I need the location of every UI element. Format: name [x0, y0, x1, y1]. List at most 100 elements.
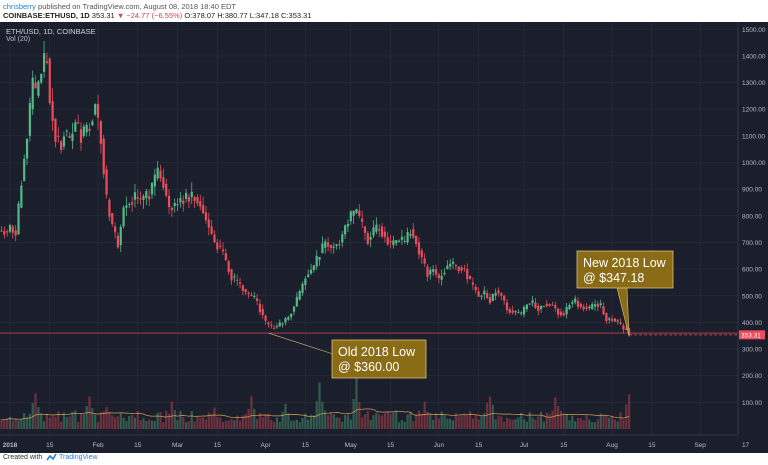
candle-body[interactable]: [576, 301, 580, 307]
candle-body[interactable]: [273, 327, 276, 329]
candle-body[interactable]: [261, 309, 264, 316]
candle-body[interactable]: [326, 242, 330, 247]
candle-body[interactable]: [403, 240, 406, 242]
candle-body[interactable]: [596, 303, 599, 308]
candle-body[interactable]: [451, 261, 455, 264]
candle-body[interactable]: [264, 315, 267, 321]
candle-body[interactable]: [522, 306, 526, 315]
candle-body[interactable]: [131, 202, 134, 205]
candle-body[interactable]: [375, 224, 378, 232]
candle-body[interactable]: [324, 241, 327, 248]
candle-body[interactable]: [45, 61, 49, 63]
candle-body[interactable]: [102, 138, 105, 175]
candle-body[interactable]: [608, 318, 611, 320]
candle-body[interactable]: [247, 293, 250, 295]
candle-body[interactable]: [253, 295, 256, 297]
candle-body[interactable]: [477, 291, 480, 297]
candle-body[interactable]: [309, 269, 313, 274]
candle-body[interactable]: [224, 253, 227, 261]
candle-body[interactable]: [207, 219, 210, 228]
candle-body[interactable]: [318, 257, 321, 260]
candle-body[interactable]: [369, 236, 372, 240]
candle-body[interactable]: [349, 211, 352, 222]
candle-body[interactable]: [307, 274, 310, 278]
candle-body[interactable]: [227, 261, 230, 272]
candle-body[interactable]: [548, 304, 551, 306]
candle-body[interactable]: [622, 325, 625, 330]
candle-body[interactable]: [11, 226, 14, 233]
candle-body[interactable]: [153, 174, 156, 187]
candle-body[interactable]: [625, 328, 628, 331]
candle-body[interactable]: [378, 229, 381, 231]
candle-body[interactable]: [0, 230, 3, 232]
candle-body[interactable]: [40, 73, 43, 83]
candle-body[interactable]: [562, 313, 565, 316]
candle-body[interactable]: [290, 313, 293, 318]
candle-body[interactable]: [119, 226, 122, 246]
candle-body[interactable]: [96, 103, 100, 118]
candle-body[interactable]: [454, 265, 457, 267]
candle-body[interactable]: [565, 306, 568, 315]
candle-body[interactable]: [23, 158, 26, 182]
candle-body[interactable]: [545, 303, 548, 306]
candle-body[interactable]: [514, 311, 517, 313]
candle-body[interactable]: [79, 129, 83, 143]
candle-body[interactable]: [196, 197, 199, 204]
candle-body[interactable]: [284, 318, 287, 323]
candle-body[interactable]: [457, 266, 460, 271]
candle-body[interactable]: [8, 224, 12, 232]
candle-body[interactable]: [278, 322, 281, 327]
candle-body[interactable]: [37, 81, 40, 96]
candle-body[interactable]: [528, 303, 531, 305]
candle-body[interactable]: [432, 269, 435, 272]
candle-body[interactable]: [579, 303, 582, 307]
candle-body[interactable]: [389, 241, 392, 243]
candle-body[interactable]: [57, 135, 60, 137]
candle-body[interactable]: [71, 133, 74, 142]
candle-body[interactable]: [88, 128, 91, 132]
candle-body[interactable]: [426, 266, 429, 277]
candle-body[interactable]: [31, 77, 34, 110]
candle-body[interactable]: [329, 245, 333, 248]
candle-body[interactable]: [341, 234, 344, 243]
candle-body[interactable]: [554, 305, 557, 309]
candle-body[interactable]: [582, 306, 585, 310]
candle-body[interactable]: [446, 265, 449, 270]
price-chart[interactable]: Old 2018 Low @ $360.00 New 2018 Low @ $347.…: [0, 22, 768, 453]
candle-body[interactable]: [142, 196, 145, 200]
candle-body[interactable]: [221, 249, 225, 252]
candle-body[interactable]: [613, 318, 617, 322]
candle-body[interactable]: [148, 196, 151, 200]
candle-body[interactable]: [361, 218, 364, 222]
candle-body[interactable]: [193, 197, 196, 201]
candle-body[interactable]: [610, 319, 614, 321]
candle-body[interactable]: [244, 289, 247, 293]
candle-body[interactable]: [304, 278, 307, 286]
candle-body[interactable]: [358, 210, 361, 216]
candle-body[interactable]: [298, 291, 301, 300]
candle-body[interactable]: [42, 53, 46, 72]
candle-body[interactable]: [605, 313, 608, 321]
candle-body[interactable]: [380, 226, 384, 237]
candle-body[interactable]: [145, 191, 148, 199]
candle-body[interactable]: [542, 305, 546, 307]
candle-body[interactable]: [74, 122, 77, 132]
candle-body[interactable]: [619, 322, 622, 324]
candle-body[interactable]: [182, 200, 185, 204]
candle-body[interactable]: [386, 237, 389, 245]
candle-body[interactable]: [559, 311, 563, 316]
candle-body[interactable]: [165, 183, 168, 196]
candle-body[interactable]: [204, 212, 208, 221]
candle-body[interactable]: [230, 269, 233, 281]
candle-body[interactable]: [60, 141, 63, 151]
candle-body[interactable]: [68, 135, 71, 138]
candle-body[interactable]: [28, 103, 31, 136]
candle-body[interactable]: [449, 263, 452, 267]
candle-body[interactable]: [483, 290, 486, 295]
candle-body[interactable]: [537, 305, 540, 311]
candle-body[interactable]: [372, 227, 375, 236]
candle-body[interactable]: [111, 213, 114, 224]
candle-body[interactable]: [415, 235, 418, 244]
candle-body[interactable]: [508, 309, 511, 313]
candle-body[interactable]: [287, 317, 290, 320]
